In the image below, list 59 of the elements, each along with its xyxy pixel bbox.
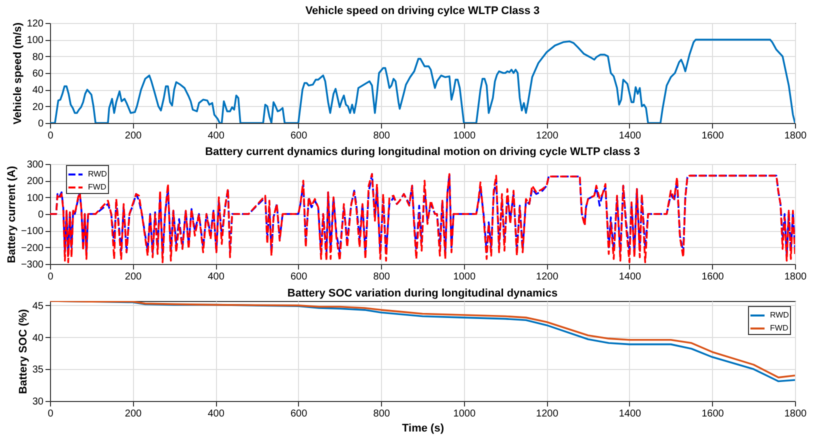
legend-label: FWD xyxy=(88,182,106,192)
x-tick-label: 800 xyxy=(373,272,390,282)
x-tick-label: 0 xyxy=(48,272,54,282)
y-tick-label: 300 xyxy=(26,160,44,170)
y-tick-label: 100 xyxy=(26,192,44,204)
x-tick-label: 600 xyxy=(290,272,308,282)
y-tick-label: 35 xyxy=(32,364,44,376)
y-tick-label: 20 xyxy=(32,102,44,113)
chart-title: Battery SOC variation during longitudinal dynamics xyxy=(287,287,558,300)
y-tick-label: −100 xyxy=(20,226,44,238)
y-tick-label: −300 xyxy=(20,260,44,270)
y-tick-label: 100 xyxy=(26,35,44,46)
x-tick-label: 1000 xyxy=(453,408,476,420)
y-axis-title: Vehicle speed (m/s) xyxy=(12,22,24,125)
x-tick-label: 400 xyxy=(208,408,225,420)
y-tick-label: 0 xyxy=(38,118,44,130)
x-tick-label: 1800 xyxy=(784,130,808,142)
x-tick-label: 1800 xyxy=(784,272,808,282)
y-tick-label: −200 xyxy=(20,242,44,254)
x-tick-label: 1800 xyxy=(784,408,808,420)
y-tick-label: 40 xyxy=(32,85,44,96)
legend-label: RWD xyxy=(770,310,790,320)
chart-title: Battery current dynamics during longitudinal motion on driving cycle WLTP class 3 xyxy=(205,146,640,158)
x-axis-title: Time (s) xyxy=(402,422,444,434)
x-tick-label: 0 xyxy=(48,130,54,142)
x-tick-label: 800 xyxy=(373,130,390,142)
y-tick-label: 0 xyxy=(38,210,44,220)
x-tick-label: 0 xyxy=(48,408,54,420)
chart-title: Vehicle speed on driving cylce WLTP Class 3 xyxy=(305,5,540,17)
x-tick-label: 800 xyxy=(373,408,390,420)
x-tick-label: 1200 xyxy=(536,408,559,420)
x-tick-label: 1600 xyxy=(702,130,724,142)
x-tick-label: 1400 xyxy=(618,130,642,142)
y-tick-label: 80 xyxy=(32,52,44,63)
legend-label: FWD xyxy=(770,324,788,332)
legend-label: RWD xyxy=(88,170,108,178)
x-tick-label: 1200 xyxy=(536,272,559,282)
x-tick-label: 1600 xyxy=(702,408,724,420)
x-tick-label: 600 xyxy=(290,130,308,142)
x-tick-label: 200 xyxy=(124,408,142,420)
y-tick-label: 45 xyxy=(32,300,44,312)
x-tick-label: 1000 xyxy=(453,130,476,142)
x-tick-label: 400 xyxy=(208,272,225,282)
y-tick-label: 200 xyxy=(26,176,44,188)
x-tick-label: 600 xyxy=(290,408,308,420)
y-axis-title: Battery SOC (%) xyxy=(17,308,30,394)
x-tick-label: 200 xyxy=(124,272,142,282)
x-tick-label: 1400 xyxy=(618,272,642,282)
x-tick-label: 1000 xyxy=(453,272,476,282)
y-axis-title: Battery current (A) xyxy=(6,166,18,264)
y-tick-label: 120 xyxy=(26,18,44,30)
x-tick-label: 200 xyxy=(124,130,142,142)
y-tick-label: 60 xyxy=(32,68,44,80)
y-tick-label: 40 xyxy=(32,332,44,344)
y-tick-label: 30 xyxy=(32,396,44,408)
x-tick-label: 400 xyxy=(208,130,225,142)
x-tick-label: 1600 xyxy=(702,272,724,282)
x-tick-label: 1400 xyxy=(618,408,642,420)
x-tick-label: 1200 xyxy=(536,130,559,142)
